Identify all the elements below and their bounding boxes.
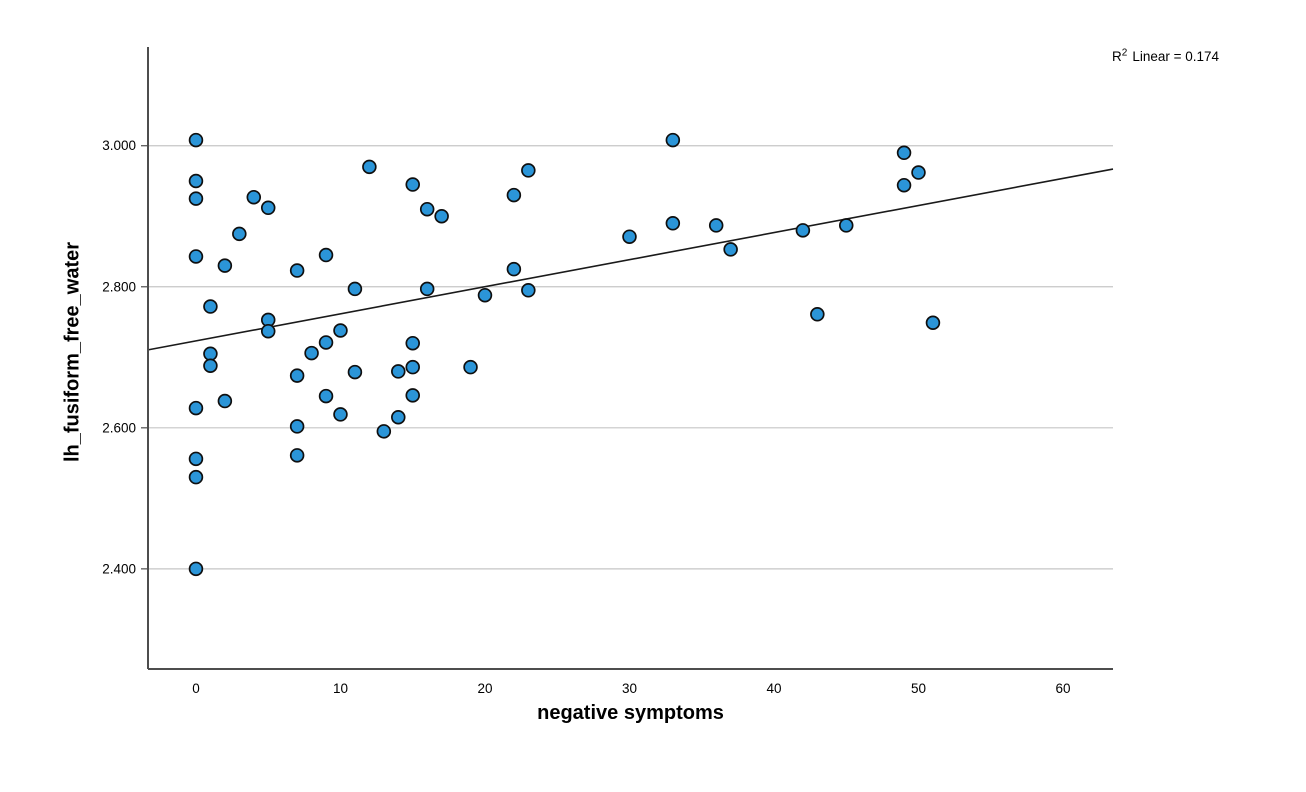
data-point	[463, 359, 478, 375]
x-tick-label: 0	[192, 681, 200, 696]
data-point	[405, 335, 420, 351]
data-point	[203, 346, 218, 362]
data-point	[810, 307, 825, 322]
r-squared-superscript: 2	[1121, 47, 1128, 59]
data-point	[188, 191, 204, 206]
data-point	[333, 323, 348, 338]
data-point	[188, 400, 204, 416]
data-point	[391, 364, 406, 379]
data-point	[723, 242, 738, 257]
data-point	[362, 159, 377, 175]
data-point	[925, 315, 941, 330]
data-point	[896, 177, 912, 193]
data-point	[217, 258, 233, 273]
data-point	[304, 345, 319, 361]
data-point	[665, 132, 681, 148]
data-point	[289, 419, 305, 434]
x-tick-label: 30	[622, 681, 637, 696]
data-point	[318, 247, 334, 263]
data-point	[838, 218, 854, 233]
y-axis-title: lh_fusiform_free_water	[61, 241, 84, 463]
y-tick-label: 3.000	[102, 138, 136, 153]
y-tick-label: 2.800	[102, 279, 136, 294]
r-squared-annotation: R2 Linear = 0.174	[1112, 47, 1220, 64]
data-point	[521, 283, 536, 298]
data-point	[347, 281, 363, 297]
data-point	[795, 223, 811, 238]
x-tick-label: 50	[911, 681, 926, 696]
x-tick-label: 40	[766, 681, 781, 696]
data-point	[289, 448, 305, 463]
data-point	[289, 263, 305, 278]
data-point	[506, 261, 522, 277]
data-point	[405, 177, 420, 192]
data-point	[665, 216, 681, 231]
data-point	[188, 451, 204, 467]
data-point	[896, 145, 912, 161]
data-point	[708, 218, 724, 233]
data-point	[419, 281, 435, 297]
fit-line	[147, 168, 1114, 351]
data-point	[246, 189, 262, 205]
data-point	[318, 335, 334, 350]
y-tick-label: 2.400	[102, 561, 136, 576]
data-point	[188, 561, 204, 577]
data-point	[289, 368, 305, 383]
data-point	[434, 209, 449, 224]
data-point	[232, 226, 247, 242]
x-axis-title: negative symptoms	[537, 702, 724, 724]
data-point	[521, 163, 536, 178]
data-point	[318, 388, 334, 404]
x-tick-label: 10	[333, 681, 348, 696]
data-point	[203, 299, 218, 314]
x-tick-label: 60	[1055, 681, 1070, 696]
x-tick-label: 20	[477, 681, 492, 696]
data-point	[347, 364, 363, 380]
data-point	[405, 388, 420, 403]
data-point	[203, 358, 218, 374]
data-point	[260, 323, 276, 339]
data-point	[217, 393, 233, 409]
data-point	[506, 187, 522, 203]
data-point	[622, 229, 637, 244]
data-point	[391, 409, 406, 425]
data-point	[911, 165, 926, 180]
data-point	[260, 200, 276, 216]
r-squared-value: Linear = 0.174	[1132, 49, 1220, 64]
data-point	[333, 407, 348, 422]
data-point	[188, 469, 204, 485]
data-point	[477, 287, 493, 303]
data-point	[188, 249, 204, 264]
data-point	[419, 201, 435, 217]
r-squared-prefix: R	[1112, 49, 1122, 64]
data-point	[405, 359, 420, 375]
data-point	[376, 424, 392, 439]
data-point	[188, 132, 204, 148]
y-tick-label: 2.600	[102, 420, 136, 435]
data-point	[188, 173, 204, 189]
